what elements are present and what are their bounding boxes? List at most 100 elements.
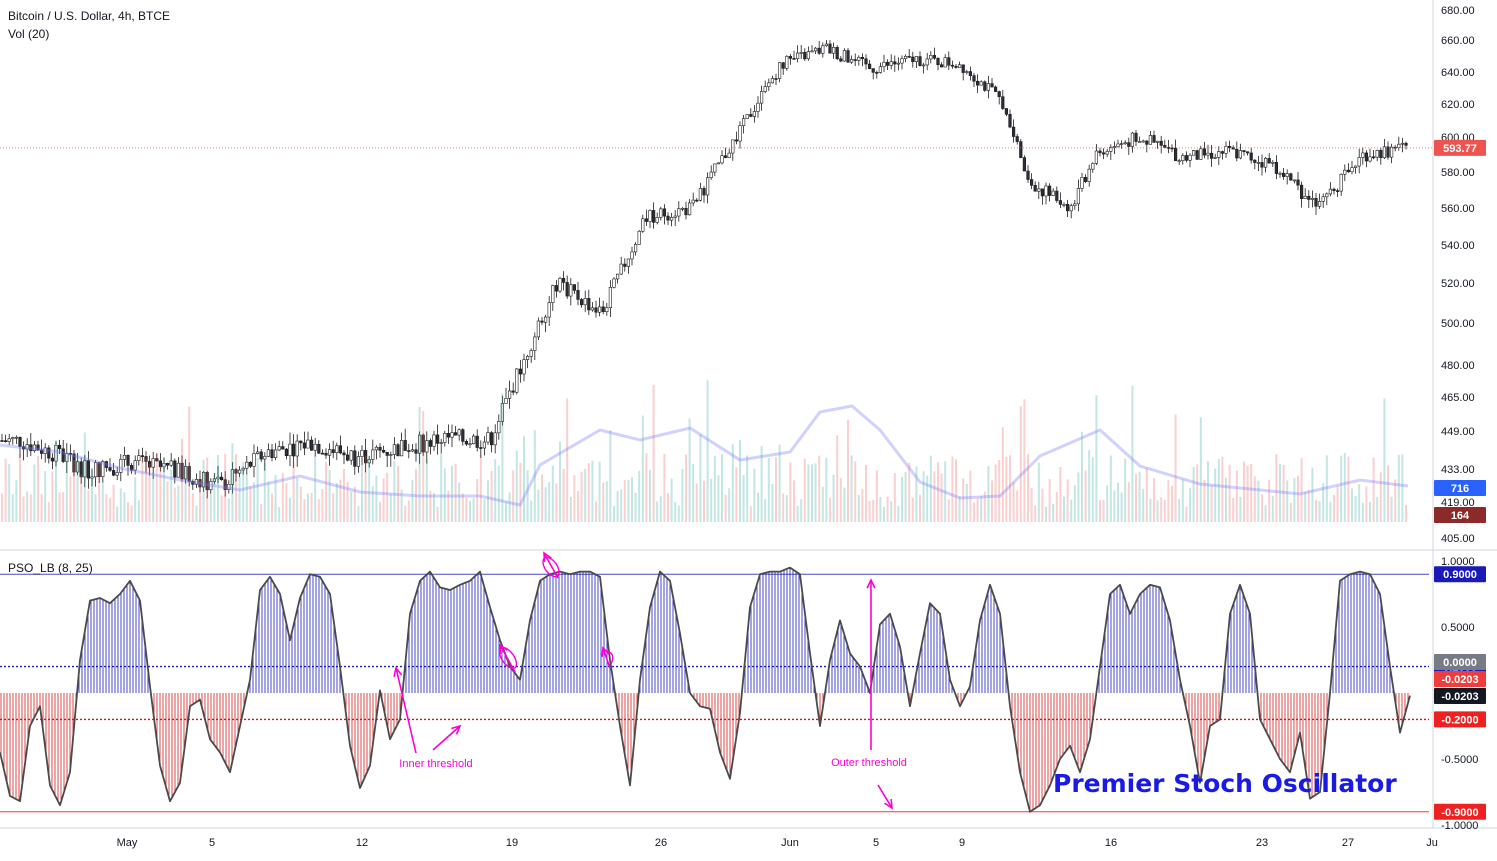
volume-bar bbox=[307, 493, 309, 522]
volume-bar bbox=[112, 484, 115, 522]
volume-bar bbox=[926, 475, 929, 522]
volume-bar bbox=[915, 466, 918, 522]
time-tick-label: 12 bbox=[356, 837, 368, 849]
volume-bar bbox=[526, 470, 529, 522]
candle-body bbox=[313, 443, 317, 451]
candle-body bbox=[1116, 143, 1120, 147]
volume-bar bbox=[1045, 506, 1047, 522]
candle-body bbox=[1055, 190, 1059, 201]
volume-bar bbox=[613, 506, 615, 522]
price-tick-label: 465.00 bbox=[1441, 392, 1475, 404]
candle-body bbox=[191, 481, 195, 485]
candle-body bbox=[500, 403, 505, 422]
volume-bar bbox=[839, 478, 842, 522]
zero-badge-bg bbox=[1434, 654, 1486, 670]
volume-bar bbox=[483, 498, 486, 522]
volume-bar bbox=[22, 496, 25, 522]
volume-bar bbox=[695, 483, 698, 522]
volume-bar bbox=[1217, 458, 1220, 522]
candle-body bbox=[1238, 150, 1242, 159]
oscillator-tick-label: 0.5000 bbox=[1441, 622, 1475, 634]
candle-body bbox=[1382, 146, 1386, 159]
volume-bar bbox=[713, 455, 716, 522]
volume-bar bbox=[991, 480, 993, 522]
level-badge-outer-lower: -0.9000 bbox=[1434, 803, 1486, 820]
candle-body bbox=[115, 472, 119, 476]
volume-bar bbox=[1297, 475, 1299, 522]
candle-body bbox=[911, 56, 915, 62]
volume-bar bbox=[1329, 501, 1332, 522]
volume-bar bbox=[1336, 485, 1339, 522]
candle-body bbox=[266, 449, 271, 457]
candle-body bbox=[489, 432, 494, 446]
volume-bar bbox=[436, 506, 439, 522]
volume-bar bbox=[461, 493, 464, 522]
candle-body bbox=[720, 155, 724, 164]
candle-body bbox=[687, 202, 692, 216]
candle-body bbox=[1159, 140, 1163, 146]
volume-bar bbox=[479, 454, 482, 522]
candle-body bbox=[317, 443, 321, 454]
symbol-legend[interactable]: Bitcoin / U.S. Dollar, 4h, BTCE bbox=[8, 9, 171, 23]
volume-bar bbox=[191, 493, 194, 522]
volume-bar bbox=[865, 464, 867, 522]
candle-body bbox=[324, 452, 328, 456]
volume-bar bbox=[1084, 470, 1087, 522]
volume-bar bbox=[249, 486, 252, 522]
volume-bar bbox=[533, 430, 536, 522]
candle-body bbox=[565, 282, 569, 297]
volume-bar bbox=[555, 483, 558, 522]
volume-bar bbox=[807, 464, 810, 522]
volume-bar bbox=[1250, 463, 1253, 522]
oscillator-legend[interactable]: PSO_LB (8, 25) bbox=[8, 561, 93, 575]
volume-bar bbox=[1099, 500, 1101, 522]
price-tick-label: 419.00 bbox=[1441, 497, 1475, 509]
candle-body bbox=[986, 83, 990, 91]
candle-body bbox=[497, 421, 501, 434]
candle-body bbox=[1120, 143, 1124, 145]
candle-body bbox=[342, 452, 346, 456]
volume-bar bbox=[292, 460, 295, 522]
candle-body bbox=[774, 78, 778, 80]
candle-body bbox=[54, 444, 58, 462]
volume-bar bbox=[364, 455, 367, 522]
candle-body bbox=[43, 447, 47, 454]
volume-bar bbox=[1257, 480, 1260, 522]
candle-body bbox=[680, 207, 684, 210]
volume-bar bbox=[1117, 482, 1119, 522]
volume-bar bbox=[418, 406, 421, 522]
candle-body bbox=[1109, 146, 1113, 152]
candle-body bbox=[1040, 188, 1044, 197]
candle-body bbox=[1328, 188, 1332, 195]
candle-body bbox=[299, 440, 303, 444]
candle-body bbox=[954, 65, 958, 68]
candle-body bbox=[813, 47, 818, 52]
oscillator-tick-label: -0.5000 bbox=[1441, 754, 1478, 766]
level-badge-outer-lower-text: -0.9000 bbox=[1441, 807, 1478, 819]
volume-bar bbox=[1376, 497, 1379, 522]
volume-bar bbox=[602, 482, 605, 522]
volume-bar bbox=[94, 494, 97, 522]
volume-ma-badge-text: 716 bbox=[1451, 483, 1469, 495]
volume-bar bbox=[386, 472, 389, 522]
volume-legend[interactable]: Vol (20) bbox=[8, 27, 50, 41]
volume-bar bbox=[645, 453, 648, 522]
volume-bar bbox=[127, 502, 129, 522]
candle-body bbox=[295, 440, 299, 457]
candle-body bbox=[284, 448, 289, 457]
volume-bar bbox=[422, 410, 425, 522]
candle-body bbox=[648, 210, 652, 222]
candle-body bbox=[1285, 173, 1289, 177]
volume-bar bbox=[901, 476, 903, 522]
volume-bar bbox=[130, 505, 133, 522]
volume-bar bbox=[652, 384, 655, 522]
volume-bar bbox=[1077, 472, 1080, 522]
candle-body bbox=[558, 278, 562, 292]
candle-body bbox=[1174, 147, 1178, 162]
volume-bar bbox=[1264, 505, 1267, 522]
volume-bar bbox=[976, 498, 979, 522]
candle-body bbox=[1267, 158, 1271, 164]
oscillator-tick-label: -1.0000 bbox=[1441, 820, 1478, 832]
candle-body bbox=[255, 451, 260, 454]
